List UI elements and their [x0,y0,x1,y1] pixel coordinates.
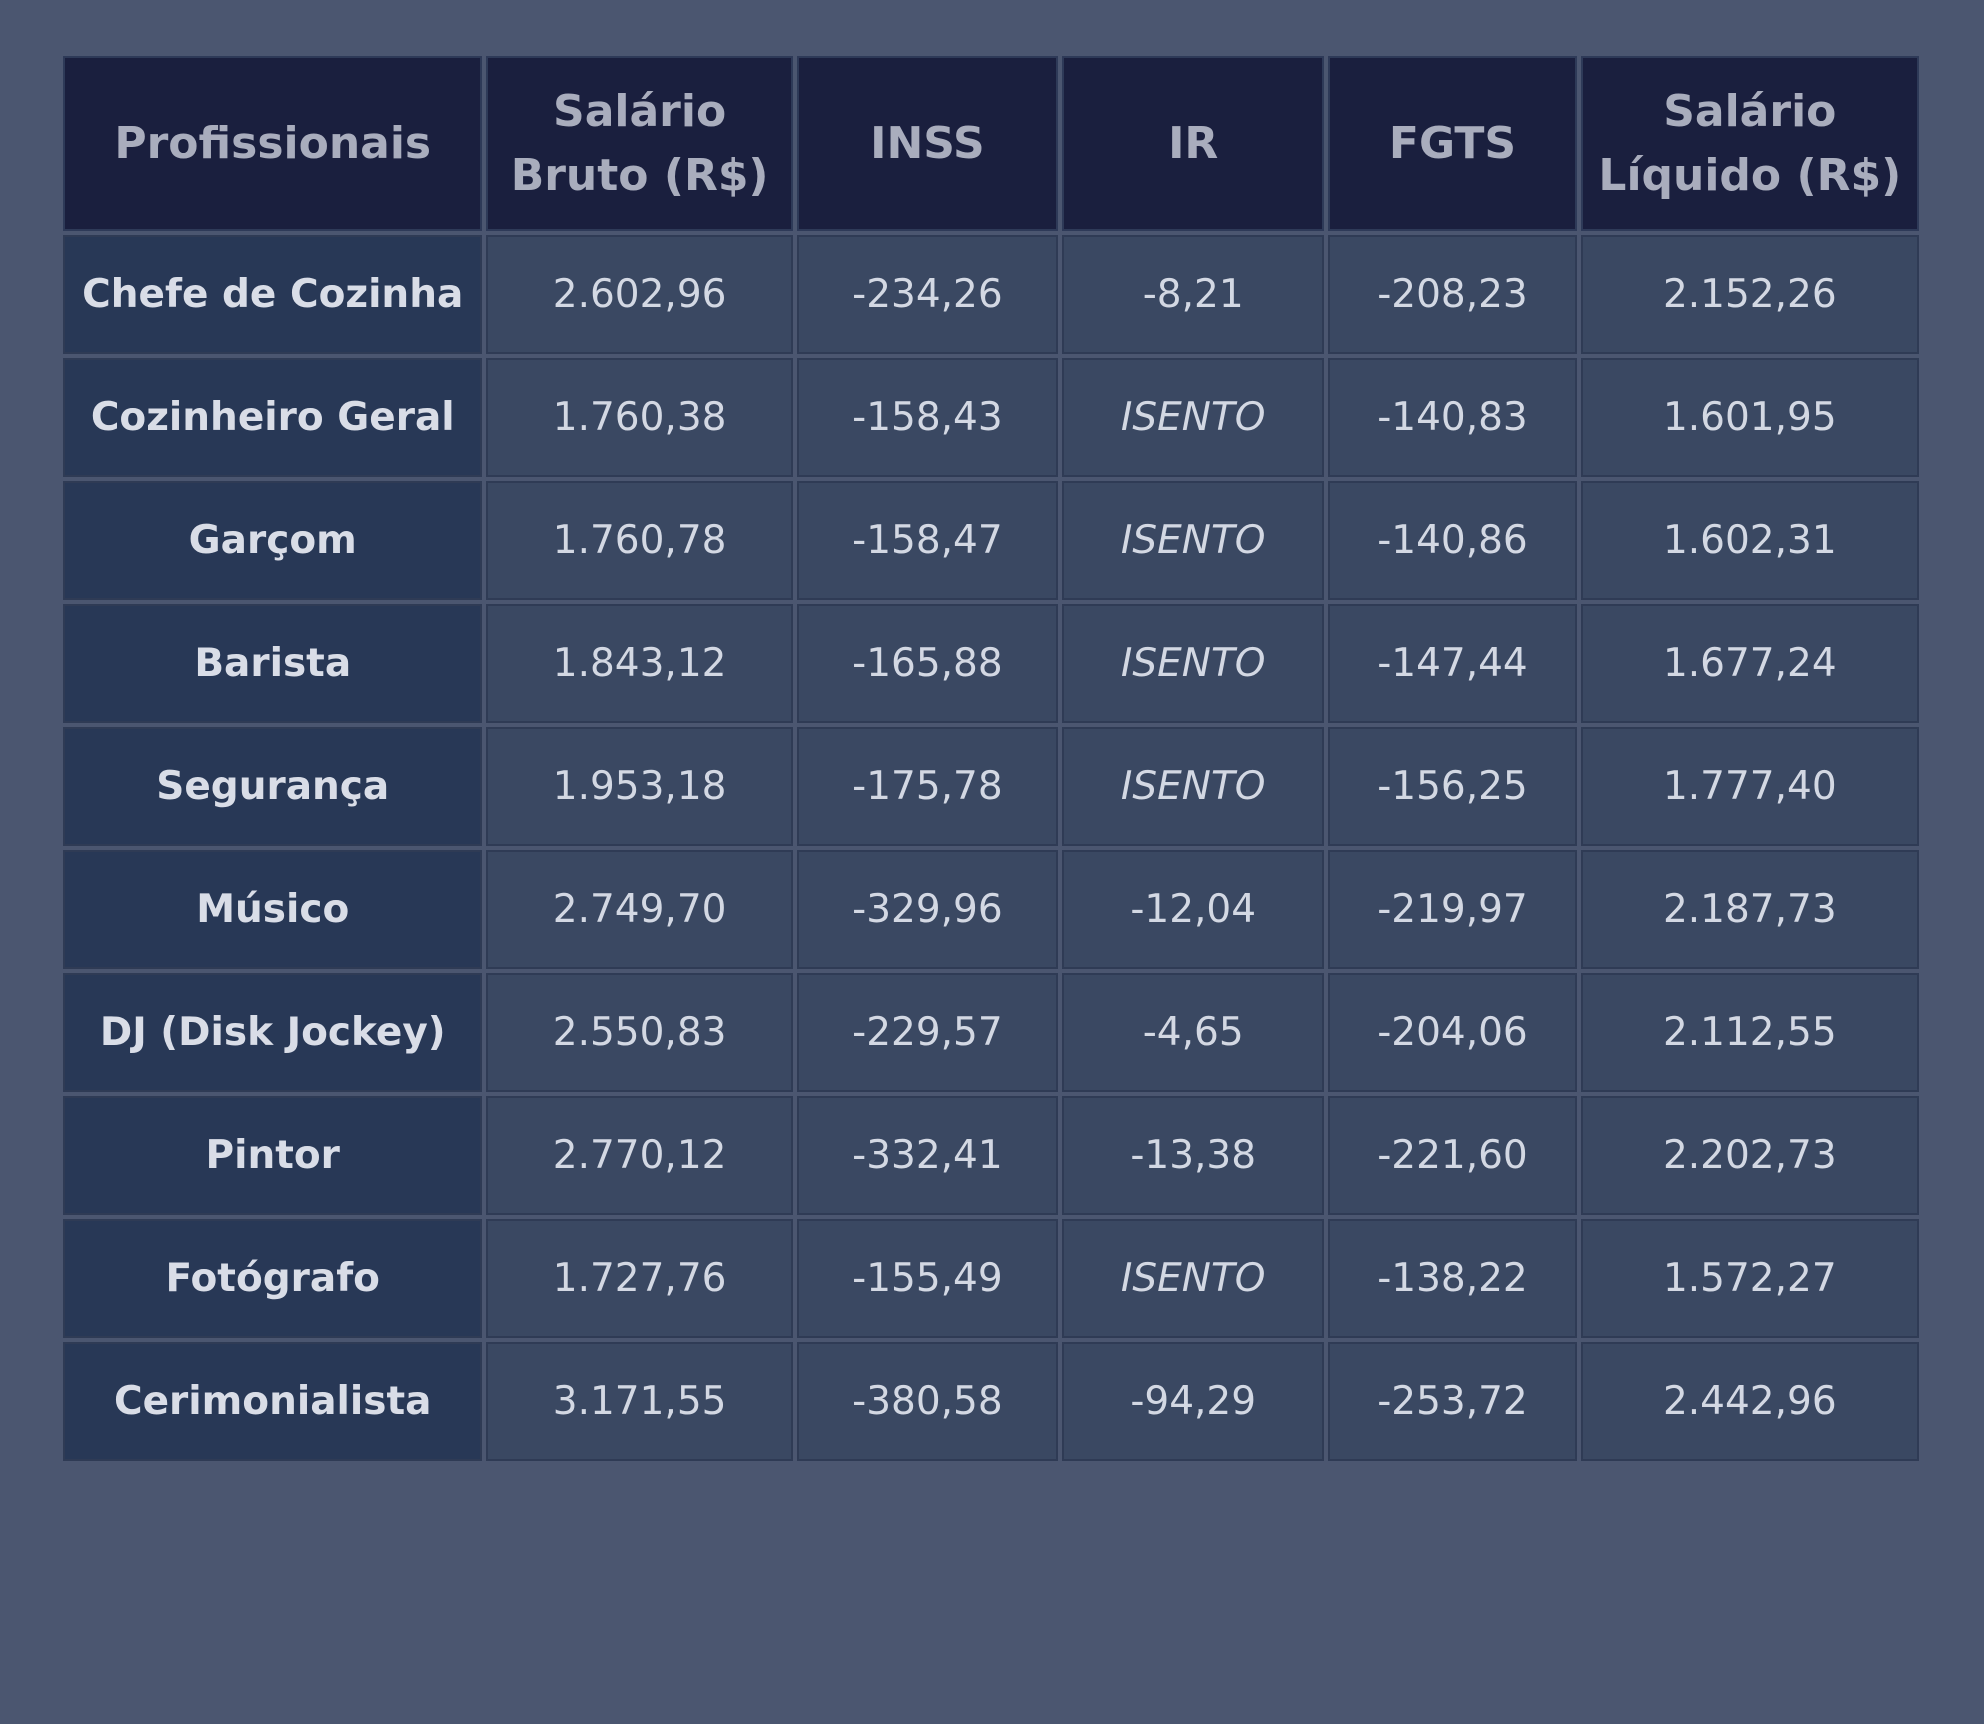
cell-salario-bruto: 2.550,83 [486,973,793,1092]
header-profissionais: Profissionais [63,56,483,231]
cell-salario-liquido: 1.601,95 [1580,358,1919,477]
cell-salario-bruto: 1.760,78 [486,481,793,600]
cell-salario-liquido: 2.187,73 [1580,850,1919,969]
cell-salario-liquido: 2.442,96 [1580,1342,1919,1461]
cell-inss: -329,96 [796,850,1059,969]
cell-profissional: Garçom [63,481,483,600]
cell-fgts: -140,86 [1328,481,1577,600]
table-row: Cerimonialista 3.171,55 -380,58 -94,29 -253,… [63,1342,1919,1461]
table-row: Garçom 1.760,78 -158,47 ISENTO -140,86 1.602,… [63,481,1919,600]
header-fgts: FGTS [1328,56,1577,231]
cell-salario-liquido: 2.202,73 [1580,1096,1919,1215]
cell-salario-liquido: 2.152,26 [1580,235,1919,354]
cell-salario-bruto: 1.760,38 [486,358,793,477]
cell-ir: ISENTO [1062,604,1325,723]
table-row: Barista 1.843,12 -165,88 ISENTO -147,44 1.677… [63,604,1919,723]
cell-fgts: -219,97 [1328,850,1577,969]
cell-salario-liquido: 1.677,24 [1580,604,1919,723]
cell-ir: ISENTO [1062,358,1325,477]
cell-salario-bruto: 2.749,70 [486,850,793,969]
cell-inss: -234,26 [796,235,1059,354]
cell-salario-liquido: 1.602,31 [1580,481,1919,600]
cell-salario-liquido: 1.572,27 [1580,1219,1919,1338]
cell-inss: -229,57 [796,973,1059,1092]
cell-ir: -8,21 [1062,235,1325,354]
cell-ir: ISENTO [1062,727,1325,846]
table-row: Chefe de Cozinha 2.602,96 -234,26 -8,21 -208… [63,235,1919,354]
cell-salario-bruto: 2.770,12 [486,1096,793,1215]
cell-inss: -165,88 [796,604,1059,723]
table-row: DJ (Disk Jockey) 2.550,83 -229,57 -4,65 -204… [63,973,1919,1092]
cell-fgts: -208,23 [1328,235,1577,354]
cell-inss: -158,47 [796,481,1059,600]
table-row: Pintor 2.770,12 -332,41 -13,38 -221,60 2.202,… [63,1096,1919,1215]
table-row: Cozinheiro Geral 1.760,38 -158,43 ISENTO -14… [63,358,1919,477]
cell-profissional: Segurança [63,727,483,846]
table-row: Fotógrafo 1.727,76 -155,49 ISENTO -138,22 1.5… [63,1219,1919,1338]
table-row: Músico 2.749,70 -329,96 -12,04 -219,97 2.187,… [63,850,1919,969]
cell-inss: -332,41 [796,1096,1059,1215]
salary-table: Profissionais Salário Bruto (R$) INSS IR… [59,52,1923,1465]
salary-table-container: Profissionais Salário Bruto (R$) INSS IR… [63,56,1927,1461]
header-inss: INSS [796,56,1059,231]
header-salario-bruto: Salário Bruto (R$) [486,56,793,231]
cell-fgts: -138,22 [1328,1219,1577,1338]
cell-profissional: Cerimonialista [63,1342,483,1461]
cell-fgts: -156,25 [1328,727,1577,846]
cell-salario-bruto: 1.953,18 [486,727,793,846]
cell-ir: -13,38 [1062,1096,1325,1215]
cell-profissional: Barista [63,604,483,723]
cell-inss: -158,43 [796,358,1059,477]
cell-ir: -12,04 [1062,850,1325,969]
header-salario-liquido: Salário Líquido (R$) [1580,56,1919,231]
cell-fgts: -147,44 [1328,604,1577,723]
cell-salario-liquido: 1.777,40 [1580,727,1919,846]
table-body: Chefe de Cozinha 2.602,96 -234,26 -8,21 -208… [63,235,1919,1461]
cell-ir: ISENTO [1062,481,1325,600]
cell-fgts: -140,83 [1328,358,1577,477]
cell-fgts: -221,60 [1328,1096,1577,1215]
cell-profissional: Chefe de Cozinha [63,235,483,354]
cell-ir: ISENTO [1062,1219,1325,1338]
header-ir: IR [1062,56,1325,231]
cell-salario-bruto: 1.727,76 [486,1219,793,1338]
cell-salario-bruto: 3.171,55 [486,1342,793,1461]
cell-fgts: -253,72 [1328,1342,1577,1461]
cell-salario-bruto: 1.843,12 [486,604,793,723]
cell-ir: -94,29 [1062,1342,1325,1461]
cell-fgts: -204,06 [1328,973,1577,1092]
cell-salario-liquido: 2.112,55 [1580,973,1919,1092]
cell-profissional: Músico [63,850,483,969]
cell-profissional: Fotógrafo [63,1219,483,1338]
header-row: Profissionais Salário Bruto (R$) INSS IR… [63,56,1919,231]
cell-inss: -175,78 [796,727,1059,846]
table-header: Profissionais Salário Bruto (R$) INSS IR… [63,56,1919,231]
cell-inss: -380,58 [796,1342,1059,1461]
cell-ir: -4,65 [1062,973,1325,1092]
cell-inss: -155,49 [796,1219,1059,1338]
table-row: Segurança 1.953,18 -175,78 ISENTO -156,25 1.7… [63,727,1919,846]
cell-salario-bruto: 2.602,96 [486,235,793,354]
cell-profissional: Pintor [63,1096,483,1215]
cell-profissional: Cozinheiro Geral [63,358,483,477]
cell-profissional: DJ (Disk Jockey) [63,973,483,1092]
